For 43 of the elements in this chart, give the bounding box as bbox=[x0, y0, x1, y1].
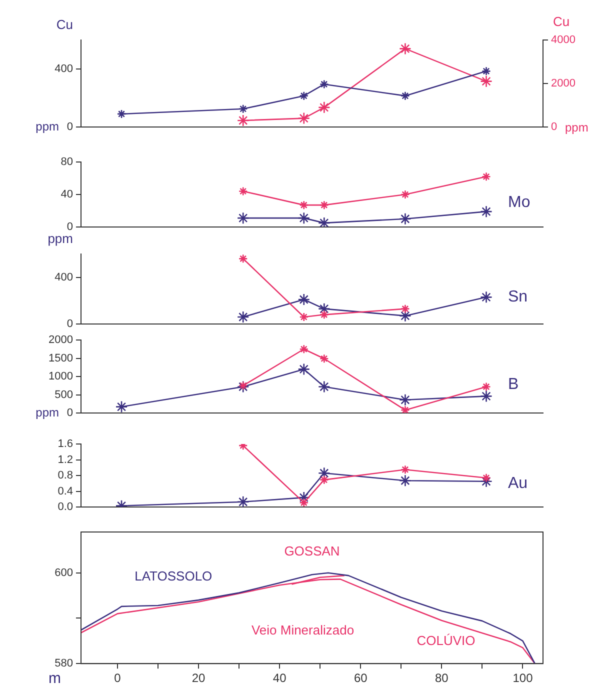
y-tick-label: 2000 bbox=[48, 334, 73, 346]
y-tick-label: 400 bbox=[54, 63, 73, 76]
y-axis-title: ppm bbox=[48, 231, 73, 246]
y-tick-label: 580 bbox=[54, 658, 73, 670]
y-tick-label: 1.2 bbox=[58, 454, 73, 466]
y-tick-label: 1500 bbox=[48, 352, 73, 364]
y2-axis-title: Cu bbox=[553, 14, 570, 30]
text: Mo bbox=[508, 194, 530, 211]
annotation: GOSSAN bbox=[284, 543, 340, 558]
y-tick-label: 1000 bbox=[48, 370, 73, 383]
y2-tick-label: 2000 bbox=[551, 78, 576, 90]
text: Au bbox=[508, 474, 528, 492]
annotation: Veio Mineralizado bbox=[251, 622, 354, 638]
y-tick-label: 0 bbox=[66, 407, 73, 420]
x-axis-title: m bbox=[48, 670, 61, 688]
y-tick-label: 80 bbox=[60, 156, 73, 168]
annotation: COLÚVIO bbox=[416, 632, 476, 648]
x-tick-label: 100 bbox=[512, 671, 534, 686]
y-tick-label: 0.4 bbox=[58, 485, 73, 498]
text: ppm bbox=[565, 120, 588, 134]
y-tick-label: 1.6 bbox=[58, 438, 73, 450]
x-tick-label: 80 bbox=[435, 671, 449, 686]
x-tick-label: 60 bbox=[354, 671, 368, 686]
text: ppm bbox=[36, 405, 60, 420]
y-tick-label: 40 bbox=[60, 188, 73, 201]
text: B bbox=[508, 376, 519, 393]
x-tick-label: 0 bbox=[114, 671, 122, 686]
y-tick-label: 500 bbox=[54, 388, 73, 401]
y-tick-label: 0 bbox=[66, 121, 73, 134]
text: Sn bbox=[508, 288, 528, 306]
text: ppm bbox=[36, 119, 60, 134]
y-tick-label: 600 bbox=[54, 566, 73, 579]
y-axis-title: Cu bbox=[56, 17, 73, 32]
annotation: LATOSSOLO bbox=[134, 568, 212, 584]
x-tick-label: 20 bbox=[192, 671, 206, 686]
y2-tick-label: 4000 bbox=[551, 34, 576, 46]
y2-tick-label: 0 bbox=[551, 121, 558, 134]
y-tick-label: 0 bbox=[66, 318, 73, 330]
y-tick-label: 400 bbox=[54, 271, 73, 284]
y-tick-label: 0 bbox=[66, 221, 73, 234]
y-tick-label: 0.8 bbox=[58, 470, 73, 482]
x-tick-label: 40 bbox=[272, 671, 287, 686]
y-tick-label: 0.0 bbox=[58, 501, 73, 514]
